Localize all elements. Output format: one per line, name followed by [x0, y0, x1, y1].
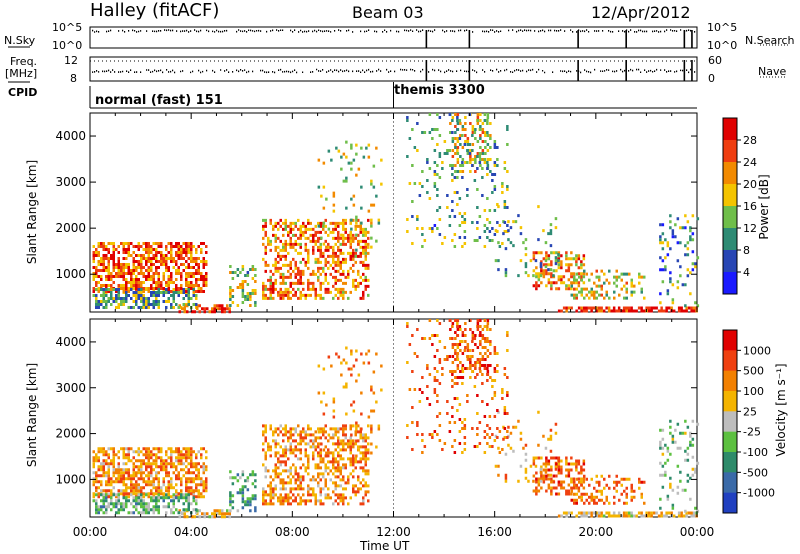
power-ytick-label: 1000 — [55, 267, 86, 281]
nsky-tick-bottom: 10^0 — [52, 39, 83, 52]
axis-ticks: 1000 2000 3000 4000 1000 2000 3000 4000 00:00 04:… — [55, 113, 714, 539]
velocity-echo-cells — [97, 473, 257, 515]
velocity-colorbar-swatch — [723, 411, 737, 433]
mhz-label: [MHz] — [5, 67, 38, 80]
freq-trace — [92, 68, 696, 74]
power-colorbar-tick-label: 24 — [743, 156, 757, 169]
nsky-trace — [92, 29, 696, 33]
x-tick-label: 16:00 — [477, 525, 512, 539]
velocity-colorbar-tick-label: -500 — [743, 466, 768, 479]
n-search-label: N.Search — [745, 34, 795, 47]
power-colorbar-tick-label: 4 — [743, 266, 750, 279]
freq-tick-top: 12 — [64, 54, 78, 67]
x-tick-label: 20:00 — [579, 525, 614, 539]
x-tick-label: 08:00 — [275, 525, 310, 539]
cpid-segment-label: themis 3300 — [394, 83, 485, 98]
freq-label: Freq. — [10, 55, 38, 68]
velocity-colorbar-tick-label: 25 — [743, 405, 757, 418]
beam-title: Beam 03 — [352, 3, 424, 22]
date-title: 12/Apr/2012 — [591, 3, 691, 22]
velocity-colorbar-swatch — [723, 370, 737, 392]
velocity-colorbar-tick-label: -100 — [743, 446, 768, 459]
velocity-ytick-label: 4000 — [55, 335, 86, 349]
nsearch-tick-bottom: 10^0 — [707, 39, 738, 52]
nave-tick-top: 60 — [708, 54, 722, 67]
power-ytick-label: 2000 — [55, 221, 86, 235]
power-colorbar-swatch — [723, 118, 737, 141]
freq-panel-frame — [89, 56, 698, 82]
n-sky-label: N.Sky — [4, 34, 36, 47]
power-colorbar-tick-label: 8 — [743, 244, 750, 257]
power-echo-cells — [92, 113, 698, 314]
power-colorbar-swatch — [723, 250, 737, 273]
power-echo-cells — [433, 223, 695, 296]
velocity-echo-cells — [95, 419, 695, 515]
power-colorbar-swatch — [723, 162, 737, 185]
velocity-colorbar-tick-label: -25 — [743, 426, 761, 439]
power-colorbar-swatch — [723, 272, 737, 295]
power-colorbar-tick-label: 20 — [743, 178, 757, 191]
velocity-colorbar-swatch — [723, 431, 737, 453]
colorbars: 4 8 12 16 20 24 28 1000 500 100 25 -25 -100 -500 -1000 — [722, 117, 775, 514]
cpid-segment-label: normal (fast) 151 — [95, 93, 223, 108]
x-axis-label: Time UT — [360, 539, 410, 553]
velocity-colorbar-tick-label: -1000 — [743, 487, 775, 500]
velocity-colorbar-swatch — [723, 452, 737, 473]
velocity-colorbar-tick-label: 100 — [743, 385, 764, 398]
velocity-ytick-label: 1000 — [55, 472, 86, 486]
nsky-tick-top: 10^5 — [52, 21, 83, 34]
freq-tick-bottom: 8 — [70, 72, 77, 85]
nsky-panel-frame — [89, 26, 698, 49]
velocity-colorbar-tick-label: 500 — [743, 365, 764, 378]
velocity-colorbar-tick-label: 1000 — [743, 344, 771, 357]
power-colorbar-swatch — [723, 206, 737, 229]
power-colorbar-tick-label: 16 — [743, 200, 757, 213]
power-colorbar-swatch — [723, 228, 737, 251]
power-colorbar-swatch — [723, 184, 737, 207]
velocity-colorbar-swatch — [723, 391, 737, 412]
power-echo-cells — [92, 113, 698, 314]
velocity-echo-cells — [92, 319, 698, 519]
nave-tick-bottom: 0 — [708, 72, 715, 85]
power-colorbar-swatch — [723, 140, 737, 163]
power-ytick-label: 4000 — [55, 129, 86, 143]
nave-label: Nave — [758, 65, 787, 78]
velocity-echo-cells — [95, 319, 646, 506]
power-ytick-label: 3000 — [55, 175, 86, 189]
velocity-heatmap — [92, 319, 700, 519]
power-colorbar-tick-label: 28 — [743, 134, 757, 147]
station-title: Halley (fitACF) — [90, 0, 220, 21]
velocity-ytick-label: 3000 — [55, 381, 86, 395]
x-tick-label: 00:00 — [680, 525, 715, 539]
velocity-colorbar-frame — [722, 329, 738, 514]
velocity-colorbar-swatch — [723, 492, 737, 514]
power-heatmap — [92, 113, 700, 314]
velocity-colorbar-swatch — [723, 350, 737, 372]
power-echo-cells — [92, 113, 700, 309]
x-tick-label: 04:00 — [174, 525, 209, 539]
x-tick-label: 12:00 — [376, 525, 411, 539]
power-colorbar-tick-label: 12 — [743, 222, 757, 235]
velocity-colorbar-swatch — [723, 472, 737, 494]
cpid-label: CPID — [8, 86, 38, 99]
velocity-colorbar-swatch — [723, 330, 737, 351]
nsearch-tick-top: 10^5 — [707, 21, 738, 34]
velocity-ytick-label: 2000 — [55, 427, 86, 441]
x-tick-label: 00:00 — [73, 525, 108, 539]
